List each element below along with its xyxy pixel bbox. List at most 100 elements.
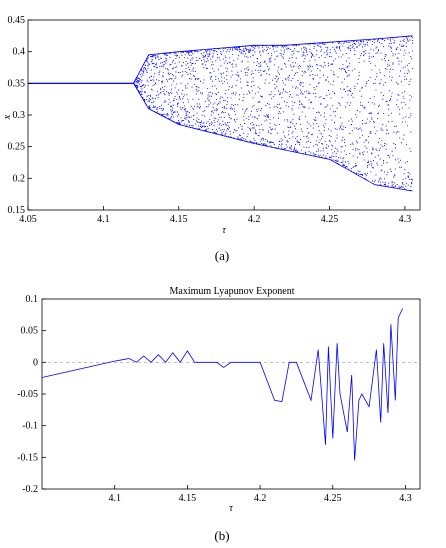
bifurcation-point bbox=[156, 108, 158, 110]
bifurcation-point bbox=[305, 90, 308, 92]
bifurcation-point bbox=[348, 120, 350, 122]
bifurcation-point bbox=[179, 106, 181, 108]
bifurcation-point bbox=[238, 48, 241, 50]
bifurcation-point bbox=[225, 57, 227, 59]
bifurcation-point bbox=[158, 71, 160, 73]
bifurcation-point bbox=[179, 98, 181, 100]
bifurcation-point bbox=[294, 143, 297, 146]
bifurcation-point bbox=[195, 57, 197, 59]
bifurcation-point bbox=[290, 80, 292, 82]
bifurcation-point bbox=[177, 71, 180, 74]
bifurcation-point bbox=[147, 58, 149, 60]
bifurcation-point bbox=[351, 120, 353, 122]
bifurcation-point bbox=[341, 139, 343, 141]
bifurcation-point bbox=[166, 60, 168, 62]
bifurcation-point bbox=[159, 66, 161, 68]
bifurcation-point bbox=[301, 111, 303, 113]
bifurcation-point bbox=[381, 43, 383, 45]
bifurcation-point bbox=[153, 100, 155, 102]
bifurcation-point bbox=[411, 42, 414, 44]
bifurcation-point bbox=[334, 115, 336, 117]
bifurcation-point bbox=[199, 58, 201, 60]
bifurcation-point bbox=[242, 50, 244, 52]
bifurcation-point bbox=[248, 51, 250, 53]
bifurcation-point bbox=[400, 81, 402, 83]
bifurcation-point bbox=[186, 72, 188, 74]
bifurcation-point bbox=[343, 68, 345, 70]
bifurcation-point bbox=[348, 46, 350, 48]
bifurcation-point bbox=[136, 78, 138, 81]
bifurcation-point bbox=[305, 55, 307, 57]
bifurcation-point bbox=[362, 41, 364, 43]
bifurcation-point bbox=[344, 78, 346, 80]
bifurcation-point bbox=[216, 88, 218, 90]
bifurcation-point bbox=[253, 137, 255, 140]
bifurcation-point bbox=[308, 91, 310, 93]
lyapunov-series-line bbox=[41, 308, 403, 461]
bifurcation-point bbox=[383, 112, 385, 115]
bifurcation-point bbox=[209, 122, 211, 124]
bifurcation-point bbox=[351, 43, 353, 46]
bifurcation-point bbox=[245, 67, 247, 70]
bifurcation-point bbox=[319, 70, 321, 72]
bifurcation-point bbox=[149, 77, 151, 79]
bifurcation-point bbox=[371, 152, 373, 154]
bifurcation-point bbox=[227, 113, 230, 115]
bifurcation-point bbox=[367, 142, 369, 144]
bifurcation-point bbox=[313, 154, 315, 156]
bifurcation-point bbox=[318, 141, 320, 144]
bifurcation-point bbox=[380, 129, 382, 131]
bifurcation-point bbox=[135, 82, 137, 84]
bifurcation-point bbox=[379, 181, 381, 183]
bifurcation-point bbox=[404, 91, 406, 93]
bifurcation-point bbox=[206, 98, 208, 100]
bifurcation-point bbox=[266, 63, 268, 65]
bifurcation-point bbox=[340, 124, 342, 126]
bifurcation-point bbox=[259, 101, 261, 103]
bifurcation-point bbox=[318, 56, 320, 59]
bifurcation-point bbox=[393, 186, 395, 188]
bifurcation-point bbox=[187, 57, 189, 59]
bifurcation-point bbox=[377, 141, 380, 143]
bifurcation-point bbox=[309, 51, 311, 53]
bifurcation-point bbox=[349, 62, 351, 64]
bifurcation-point bbox=[395, 104, 397, 106]
bifurcation-point bbox=[207, 59, 209, 61]
bifurcation-point bbox=[155, 108, 157, 110]
bifurcation-point bbox=[222, 96, 224, 99]
bifurcation-point bbox=[235, 65, 237, 67]
bifurcation-point bbox=[369, 120, 371, 123]
bifurcation-point bbox=[359, 90, 361, 92]
bifurcation-point bbox=[323, 62, 325, 64]
bifurcation-point bbox=[378, 138, 380, 140]
bifurcation-point bbox=[297, 65, 299, 68]
bifurcation-point bbox=[339, 128, 341, 130]
y-tick-label: 0.4 bbox=[13, 47, 26, 58]
bifurcation-point bbox=[138, 83, 141, 85]
bifurcation-point bbox=[239, 134, 241, 136]
bifurcation-point bbox=[246, 93, 248, 95]
bifurcation-point bbox=[278, 103, 280, 105]
bifurcation-point bbox=[158, 73, 160, 75]
bifurcation-point bbox=[177, 122, 179, 124]
bifurcation-point bbox=[194, 62, 196, 65]
bifurcation-point bbox=[372, 147, 374, 149]
bifurcation-point bbox=[389, 71, 391, 73]
bifurcation-point bbox=[324, 56, 326, 58]
bifurcation-point bbox=[208, 92, 210, 94]
bifurcation-point bbox=[232, 66, 234, 68]
bifurcation-point bbox=[211, 93, 213, 95]
bifurcation-point bbox=[360, 40, 362, 42]
bifurcation-point bbox=[191, 63, 193, 65]
bifurcation-point bbox=[405, 52, 407, 54]
bifurcation-point bbox=[242, 108, 244, 110]
bifurcation-point bbox=[149, 95, 152, 97]
bifurcation-point bbox=[226, 107, 228, 109]
bifurcation-point bbox=[376, 130, 378, 132]
bifurcation-point bbox=[405, 42, 408, 44]
bifurcation-point bbox=[375, 174, 377, 176]
bifurcation-point bbox=[297, 151, 299, 153]
bifurcation-point bbox=[311, 101, 313, 103]
bifurcation-point bbox=[344, 142, 346, 144]
bifurcation-point bbox=[316, 64, 319, 66]
